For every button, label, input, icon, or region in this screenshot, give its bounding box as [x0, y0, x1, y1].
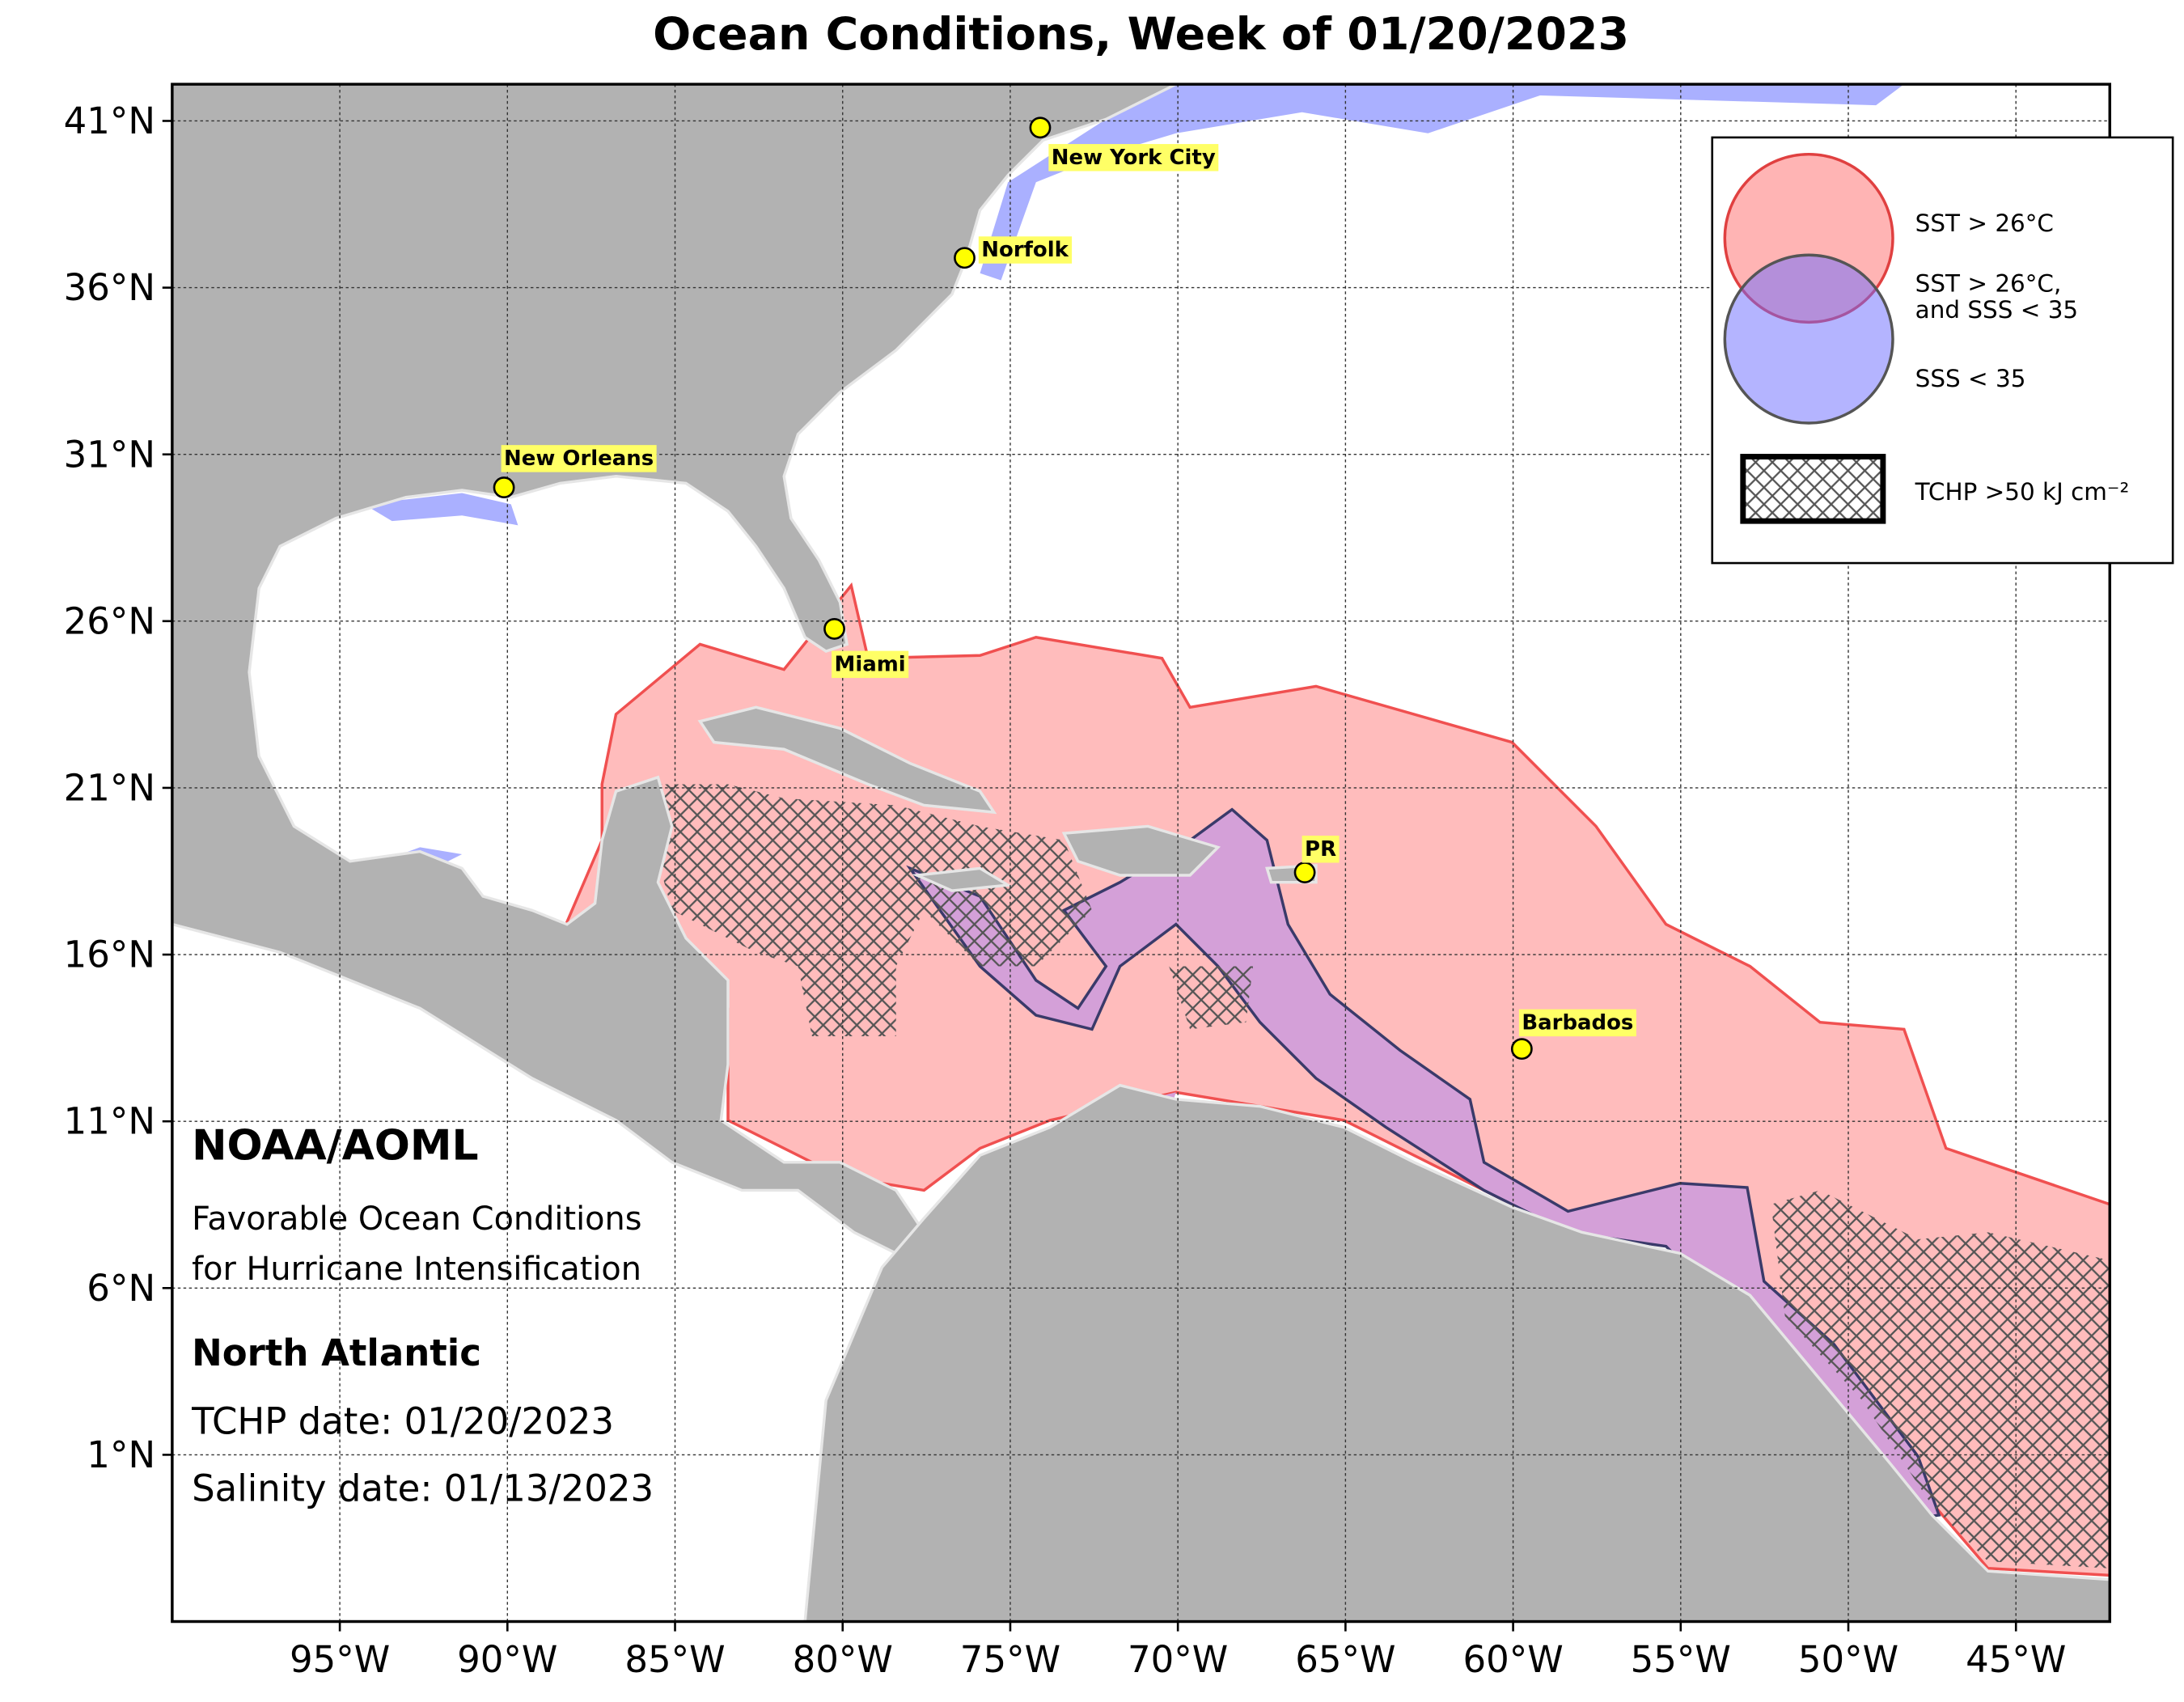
city-marker	[1029, 116, 1052, 139]
x-tick-label: 80°W	[793, 1638, 893, 1681]
high-tchp-area	[1771, 1190, 2110, 1569]
city-label-bg	[501, 445, 657, 472]
x-tick-label: 95°W	[290, 1638, 390, 1681]
y-tick-label: 21°N	[64, 767, 155, 810]
city-label-bg	[978, 236, 1073, 264]
city-marker	[954, 247, 976, 269]
x-tick-label: 65°W	[1295, 1638, 1395, 1681]
city-label: Miami	[835, 652, 906, 676]
low-salinity-area	[980, 84, 1904, 281]
y-tick-label: 26°N	[64, 599, 155, 642]
high-tchp-area	[637, 784, 1092, 1037]
x-tick-label: 85°W	[624, 1638, 725, 1681]
y-tick-label: 36°N	[64, 266, 155, 309]
x-tick-label: 60°W	[1462, 1638, 1563, 1681]
x-tick-label: 45°W	[1966, 1638, 2066, 1681]
legend-tchp-swatch	[1740, 454, 1886, 524]
y-tick-label: 1°N	[87, 1433, 155, 1476]
city-label: Barbados	[1522, 1010, 1633, 1035]
island	[1061, 824, 1221, 877]
y-tick-label: 41°N	[64, 99, 155, 142]
org-name: NOAA/AOML	[192, 1121, 478, 1170]
x-tick-label: 55°W	[1631, 1638, 1731, 1681]
map-title: Ocean Conditions, Week of 01/20/2023	[653, 9, 1629, 61]
x-tick-label: 50°W	[1798, 1638, 1898, 1681]
high-tchp-area	[1169, 966, 1254, 1030]
city-marker	[1510, 1038, 1533, 1061]
city-label: New York City	[1052, 146, 1216, 170]
map-layers	[171, 84, 2110, 1622]
city-label: PR	[1305, 837, 1336, 862]
y-tick-label: 16°N	[64, 934, 155, 976]
island	[697, 705, 997, 815]
x-tick-label: 90°W	[457, 1638, 557, 1681]
plot-frame	[171, 83, 2111, 1624]
city-label: Norfolk	[981, 238, 1069, 262]
description-line: for Hurricane Intensification	[192, 1251, 641, 1288]
city-label-bg	[832, 650, 909, 679]
x-tick-label: 70°W	[1128, 1638, 1228, 1681]
city-label-bg	[1302, 836, 1340, 863]
legend-label: SST > 26°C	[1915, 210, 2054, 237]
city-label-bg	[1048, 144, 1219, 171]
description-line: Favorable Ocean Conditions	[192, 1200, 641, 1238]
legend-sss-swatch	[1723, 253, 1894, 425]
y-tick-label: 11°N	[64, 1100, 155, 1143]
legend-label: TCHP >50 kJ cm⁻²	[1915, 478, 2130, 506]
region-name: North Atlantic	[192, 1332, 481, 1374]
cities: New York City Norfolk New Orleans Miami PR Ba…	[493, 116, 1636, 1061]
y-tick-label: 31°N	[64, 433, 155, 476]
tchp-date: TCHP date: 01/20/2023	[191, 1400, 614, 1443]
low-salinity-area	[364, 493, 518, 526]
legend-label: SST > 26°C,	[1915, 269, 2062, 297]
city-marker	[1293, 862, 1316, 883]
info-panel: NOAA/AOML Favorable Ocean Conditions for…	[191, 1121, 654, 1509]
legend: SST > 26°C SST > 26°C, and SSS < 35 SSS …	[1711, 136, 2174, 565]
legend-label: SSS < 35	[1915, 365, 2026, 392]
island	[912, 866, 1013, 892]
salinity-date: Salinity date: 01/13/2023	[192, 1467, 654, 1510]
legend-label: and SSS < 35	[1915, 296, 2078, 324]
city-label: New Orleans	[504, 447, 654, 471]
city-label-bg	[1518, 1009, 1636, 1037]
city-marker	[823, 617, 845, 640]
land	[803, 1083, 2110, 1622]
y-tick-label: 6°N	[87, 1267, 155, 1310]
city-marker	[493, 476, 515, 499]
x-tick-label: 75°W	[960, 1638, 1060, 1681]
